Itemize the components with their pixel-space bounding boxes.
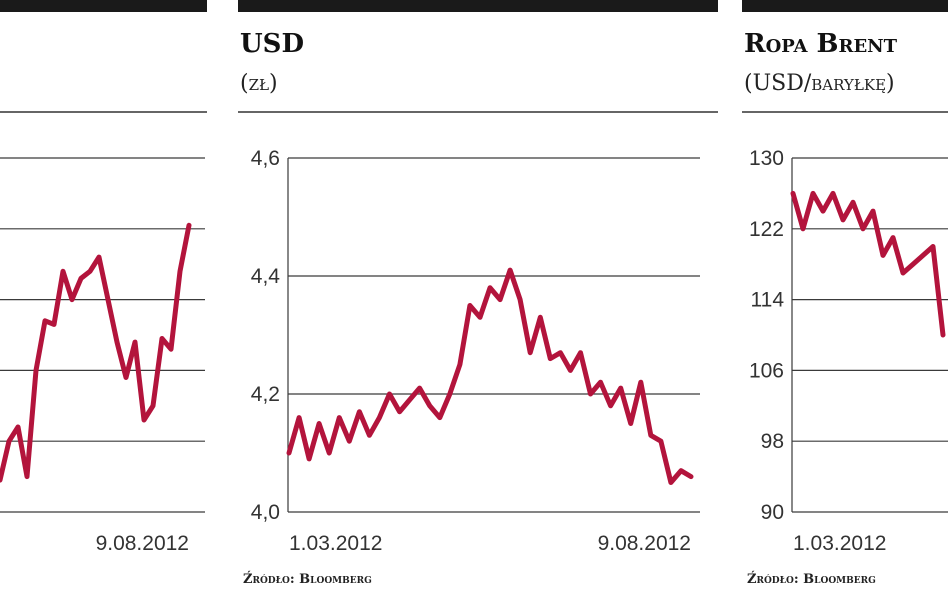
header-bar: [742, 0, 948, 12]
x-tick-label: 9.08.2012: [96, 532, 189, 555]
y-tick-label: 98: [761, 430, 784, 453]
y-tick-label: 4,2: [251, 383, 280, 406]
source: Źródło: Bloomberg: [243, 571, 372, 587]
chart-subtitle: (zł): [240, 71, 278, 96]
y-tick-label: 4,0: [251, 501, 280, 524]
x-tick-label: 1.03.2012: [289, 532, 382, 555]
chart-title: USD: [240, 29, 304, 59]
line: [0, 222, 192, 483]
header-bar: [238, 0, 718, 12]
header-bar: [0, 0, 207, 12]
y-tick-label: 114: [751, 289, 785, 312]
y-tick-label: 122: [749, 218, 784, 241]
x-tick-label: 9.08.2012: [598, 532, 691, 555]
y-tick-label: 130: [749, 147, 784, 170]
y-tick-label: 90: [761, 501, 784, 524]
source: Źródło: Bloomberg: [747, 571, 876, 587]
chart-subtitle: (USD/baryłkę): [744, 71, 895, 96]
y-tick-label: 4,6: [251, 147, 280, 170]
y-tick-label: 106: [749, 359, 784, 382]
y-tick-label: 4,4: [251, 265, 281, 288]
chart-title: Ropa Brent: [744, 29, 898, 59]
line: [790, 190, 946, 338]
line: [286, 267, 694, 485]
x-tick-label: 1.03.2012: [793, 532, 886, 555]
